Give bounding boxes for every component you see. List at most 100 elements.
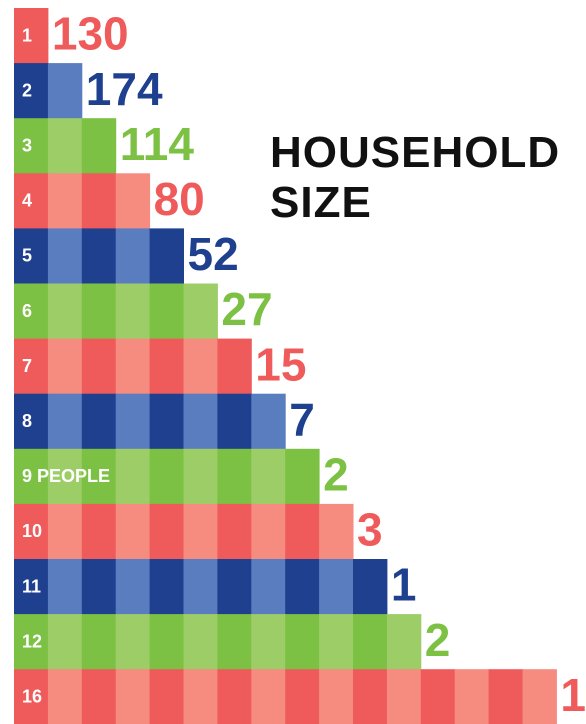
square <box>47 283 83 340</box>
square <box>14 669 49 724</box>
bar <box>14 63 83 119</box>
category-label: 11 <box>22 576 41 596</box>
value-label: 3 <box>357 504 383 556</box>
square <box>217 338 252 395</box>
square <box>47 503 83 560</box>
chart-title: HOUSEHOLD SIZE <box>270 128 560 227</box>
square <box>217 503 252 560</box>
square <box>14 118 49 174</box>
square <box>47 118 83 174</box>
category-label: 3 <box>22 136 32 156</box>
bar <box>14 283 218 340</box>
square <box>285 559 320 615</box>
square <box>149 283 184 340</box>
square <box>285 503 320 560</box>
square <box>115 614 151 670</box>
square <box>14 228 49 284</box>
square <box>14 8 49 64</box>
square <box>353 669 388 724</box>
bar <box>14 503 354 560</box>
square <box>183 393 218 450</box>
square <box>353 614 388 670</box>
bar <box>14 559 388 615</box>
square <box>183 283 218 340</box>
square <box>14 173 49 229</box>
square <box>183 669 218 724</box>
square <box>149 503 184 560</box>
bar <box>14 448 320 505</box>
square <box>47 228 83 284</box>
square <box>14 503 49 560</box>
bar <box>14 8 49 64</box>
category-label: 8 <box>22 411 32 431</box>
square <box>319 669 354 724</box>
square <box>47 559 83 615</box>
square <box>217 559 252 615</box>
square <box>183 503 218 560</box>
square <box>454 669 490 724</box>
square <box>386 614 422 670</box>
square <box>183 448 218 505</box>
value-label: 2 <box>323 449 349 501</box>
square <box>47 669 83 724</box>
square <box>115 559 151 615</box>
category-label: 10 <box>22 521 42 541</box>
square <box>183 559 218 615</box>
square <box>47 173 83 229</box>
square <box>115 173 151 229</box>
square <box>47 614 83 670</box>
square <box>149 338 184 395</box>
square <box>47 393 83 450</box>
square <box>81 503 117 560</box>
square <box>285 448 320 505</box>
square <box>14 393 49 450</box>
square <box>47 63 83 119</box>
category-label: 1 <box>22 25 32 45</box>
square <box>386 669 422 724</box>
square <box>14 448 49 505</box>
square <box>81 228 117 284</box>
value-label: 7 <box>289 393 315 445</box>
square <box>522 669 557 724</box>
category-label: 12 <box>22 631 42 651</box>
square <box>81 393 117 450</box>
square <box>115 393 151 450</box>
square <box>149 393 184 450</box>
bar <box>14 228 184 284</box>
square <box>81 118 117 174</box>
bar <box>14 338 252 395</box>
square <box>251 393 286 450</box>
square <box>183 614 218 670</box>
category-label: 6 <box>22 301 32 321</box>
square <box>14 283 49 340</box>
category-label: 7 <box>22 356 32 376</box>
square <box>81 614 117 670</box>
square <box>115 503 151 560</box>
value-label: 80 <box>154 173 205 225</box>
square <box>149 614 184 670</box>
square <box>217 448 252 505</box>
bar <box>14 669 557 724</box>
square <box>319 614 354 670</box>
category-label: 2 <box>22 80 32 100</box>
bar <box>14 614 422 670</box>
square <box>115 228 151 284</box>
square <box>115 448 151 505</box>
square <box>285 669 320 724</box>
value-label: 15 <box>255 338 306 390</box>
square <box>14 614 49 670</box>
category-label: 9 PEOPLE <box>22 466 110 486</box>
square <box>14 559 49 615</box>
square <box>149 559 184 615</box>
square <box>420 669 456 724</box>
square <box>14 63 49 119</box>
square <box>251 448 286 505</box>
value-label: 1 <box>560 669 586 721</box>
bar <box>14 118 117 174</box>
category-label: 4 <box>22 191 32 211</box>
square <box>217 393 252 450</box>
square <box>217 669 252 724</box>
value-label: 52 <box>188 228 239 280</box>
value-label: 130 <box>52 8 129 60</box>
value-label: 114 <box>120 118 195 170</box>
